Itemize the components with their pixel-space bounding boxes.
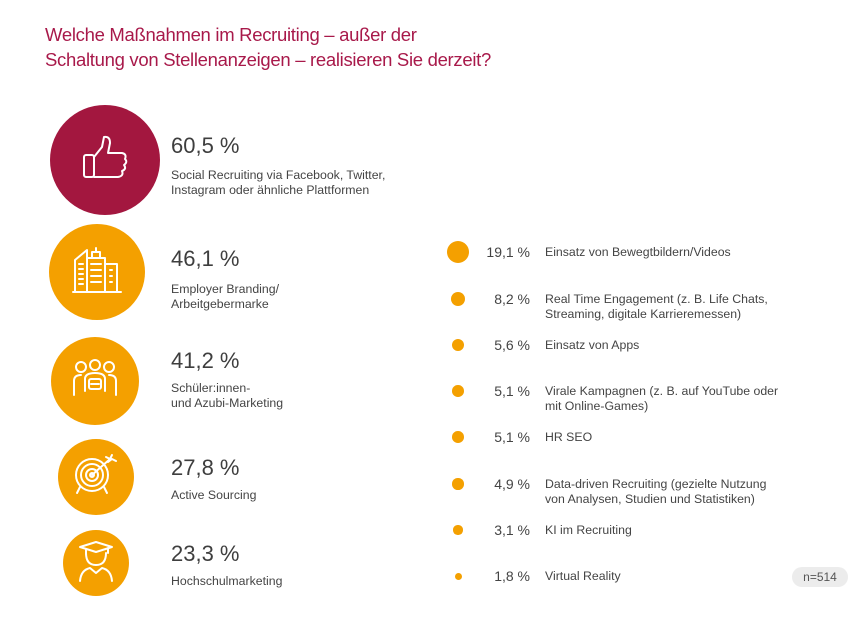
other-item-label: Virale Kampagnen (z. B. auf YouTube oder… bbox=[545, 384, 778, 414]
label-line: Virtual Reality bbox=[545, 569, 621, 583]
top-item-bubble bbox=[50, 105, 160, 215]
group-icon bbox=[71, 359, 119, 403]
top-item-bubble bbox=[63, 530, 129, 596]
target-icon bbox=[74, 453, 118, 501]
label-line: Instagram oder ähnliche Plattformen bbox=[171, 183, 370, 197]
value-dot bbox=[446, 240, 470, 264]
label-line: Employer Branding/ bbox=[171, 282, 279, 296]
top-item-value: 27,8 % bbox=[171, 455, 240, 480]
top-item-bubble bbox=[51, 337, 139, 425]
other-item-label: Einsatz von Bewegtbildern/Videos bbox=[545, 245, 731, 260]
top-item-bubble bbox=[49, 224, 145, 320]
thumbs-up-icon bbox=[80, 133, 130, 187]
other-item-value: 1,8 % bbox=[494, 568, 530, 584]
label-line: Data-driven Recruiting (gezielte Nutzung bbox=[545, 477, 767, 491]
top-item-value: 23,3 % bbox=[171, 541, 240, 566]
top-item-value: 60,5 % bbox=[171, 133, 240, 158]
label-line: Social Recruiting via Facebook, Twitter, bbox=[171, 168, 386, 182]
label-line: und Azubi-Marketing bbox=[171, 396, 284, 410]
value-dot bbox=[452, 431, 464, 443]
label-line: Streaming, digitale Karrieremessen) bbox=[545, 307, 742, 321]
other-item-value: 19,1 % bbox=[486, 244, 530, 260]
label-line: mit Online-Games) bbox=[545, 399, 649, 413]
label-line: Hochschulmarketing bbox=[171, 574, 283, 588]
other-item-label: Data-driven Recruiting (gezielte Nutzung… bbox=[545, 477, 766, 507]
label-line: Einsatz von Bewegtbildern/Videos bbox=[545, 245, 731, 259]
other-item-value: 3,1 % bbox=[494, 522, 530, 538]
value-dot bbox=[450, 291, 466, 307]
label-line: KI im Recruiting bbox=[545, 523, 632, 537]
label-line: HR SEO bbox=[545, 430, 593, 444]
label-line: Einsatz von Apps bbox=[545, 338, 640, 352]
label-line: Arbeitgebermarke bbox=[171, 297, 269, 311]
other-item-label: HR SEO bbox=[545, 430, 592, 445]
other-item-value: 8,2 % bbox=[494, 291, 530, 307]
label-line: von Analysen, Studien und Statistiken) bbox=[545, 492, 755, 506]
other-item-label: Real Time Engagement (z. B. Life Chats, S… bbox=[545, 292, 768, 322]
top-item-label: Employer Branding/Arbeitgebermarke bbox=[171, 282, 279, 312]
label-line: Real Time Engagement (z. B. Life Chats, bbox=[545, 292, 768, 306]
label-line: Schüler:innen- bbox=[171, 381, 251, 395]
other-item-value: 4,9 % bbox=[494, 476, 530, 492]
other-item-label: Virtual Reality bbox=[545, 569, 621, 584]
other-item-label: Einsatz von Apps bbox=[545, 338, 639, 353]
other-item-value: 5,1 % bbox=[494, 383, 530, 399]
top-item-bubble bbox=[58, 439, 134, 515]
value-dot bbox=[452, 478, 464, 490]
value-dot bbox=[452, 385, 464, 397]
top-item-value: 46,1 % bbox=[171, 246, 240, 271]
buildings-icon bbox=[71, 244, 123, 300]
other-item-label: KI im Recruiting bbox=[545, 523, 632, 538]
chart-title: Welche Maßnahmen im Recruiting – außer d… bbox=[45, 22, 491, 72]
other-item-value: 5,6 % bbox=[494, 337, 530, 353]
label-line: Active Sourcing bbox=[171, 488, 257, 502]
value-dot bbox=[451, 338, 465, 352]
other-item-value: 5,1 % bbox=[494, 429, 530, 445]
graduate-icon bbox=[76, 539, 116, 587]
value-dot bbox=[454, 572, 462, 580]
top-item-label: Hochschulmarketing bbox=[171, 574, 282, 589]
value-dot bbox=[453, 525, 463, 535]
sample-size-badge: n=514 bbox=[792, 567, 848, 587]
label-line: Virale Kampagnen (z. B. auf YouTube oder bbox=[545, 384, 779, 398]
title-line-1: Welche Maßnahmen im Recruiting – außer d… bbox=[45, 24, 417, 45]
top-item-value: 41,2 % bbox=[171, 348, 240, 373]
top-item-label: Schüler:innen-und Azubi-Marketing bbox=[171, 381, 283, 411]
top-item-label: Active Sourcing bbox=[171, 488, 256, 503]
title-line-2: Schaltung von Stellenanzeigen – realisie… bbox=[45, 49, 491, 70]
top-item-label: Social Recruiting via Facebook, Twitter,… bbox=[171, 168, 385, 198]
